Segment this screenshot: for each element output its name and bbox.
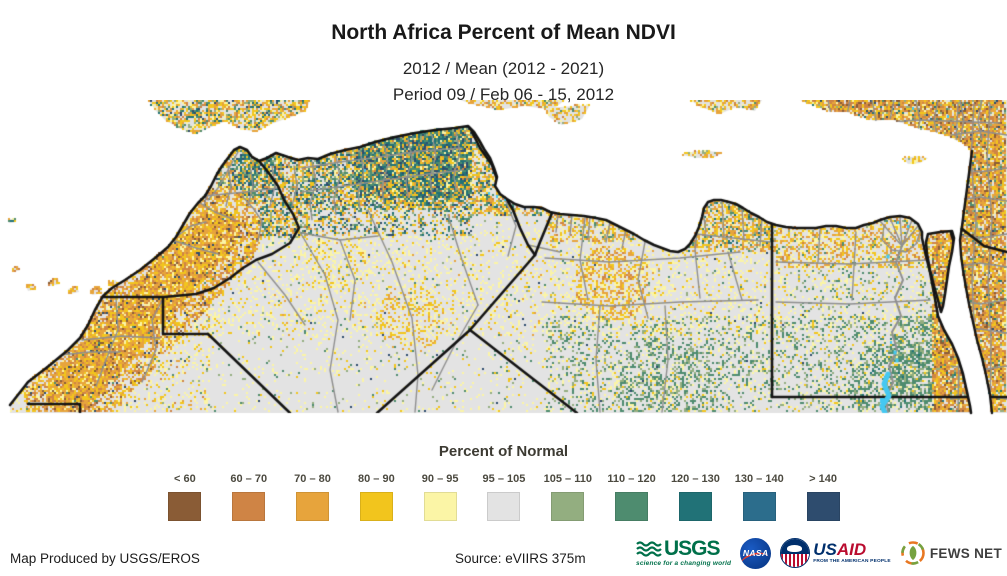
nasa-logo: NASA — [740, 537, 772, 569]
usgs-wordmark: USGS — [664, 537, 721, 561]
legend-item: 70 – 80 — [281, 473, 345, 521]
legend-item: 80 – 90 — [344, 473, 408, 521]
legend-class-label: 95 – 105 — [482, 473, 526, 485]
legend-item: 105 – 110 — [536, 473, 600, 521]
logo-strip: USGS science for a changing world NASA U… — [636, 534, 1002, 572]
legend-class-label: 90 – 95 — [421, 473, 459, 485]
fewsnet-wordmark: FEWS NET — [929, 545, 1002, 561]
legend-swatch — [232, 492, 266, 521]
subtitle-period-ratio: 2012 / Mean (2012 - 2021) — [402, 59, 605, 78]
legend-class-label: 80 – 90 — [357, 473, 395, 485]
usgs-logo: USGS science for a changing world — [636, 537, 732, 567]
legend-class-label: 70 – 80 — [294, 473, 331, 485]
fewsnet-globe-icon — [901, 541, 925, 565]
legend-swatch — [551, 492, 585, 521]
nasa-wordmark: NASA — [742, 548, 769, 558]
legend-item: 95 – 105 — [472, 473, 536, 521]
usaid-wordmark-us: US — [813, 540, 837, 560]
usgs-tagline: science for a changing world — [636, 559, 732, 567]
legend-swatch — [806, 492, 840, 521]
usaid-tagline: FROM THE AMERICAN PEOPLE — [813, 558, 891, 564]
legend-swatch — [359, 492, 393, 521]
legend-item: 120 – 130 — [664, 473, 728, 521]
legend-swatch — [615, 492, 649, 521]
fewsnet-logo: FEWS NET — [900, 540, 1002, 566]
credit-text: Map Produced by USGS/EROS — [10, 551, 200, 566]
legend-item: 60 – 70 — [217, 473, 281, 521]
legend-swatch — [487, 492, 521, 521]
legend-class-label: 130 – 140 — [734, 473, 784, 485]
subtitle-period-dates: Period 09 / Feb 06 - 15, 2012 — [392, 85, 615, 104]
page-title: North Africa Percent of Mean NDVI — [331, 21, 676, 44]
legend-class-label: 105 – 110 — [543, 473, 592, 485]
legend-class-label: 120 – 130 — [670, 473, 720, 485]
source-text: Source: eVIIRS 375m — [455, 551, 586, 566]
legend-class-label: < 60 — [174, 473, 196, 485]
legend-swatch — [678, 492, 712, 521]
usaid-wordmark: USAID — [813, 541, 891, 558]
legend-item: 110 – 120 — [600, 473, 664, 521]
legend-class-label: 110 – 120 — [607, 473, 656, 485]
legend-swatch — [296, 492, 330, 521]
usaid-seal-icon — [780, 538, 811, 568]
legend-item: 90 – 95 — [408, 473, 472, 521]
legend-item: > 140 — [791, 473, 855, 521]
usgs-wave-icon — [636, 541, 662, 557]
legend-swatch — [742, 492, 776, 521]
legend-item: 130 – 140 — [727, 473, 791, 521]
ndvi-map-canvas — [0, 100, 1007, 416]
legend-swatch — [168, 492, 202, 521]
legend-class-label: > 140 — [809, 473, 837, 485]
usaid-wordmark-aid: AID — [836, 540, 867, 560]
usaid-logo: USAID FROM THE AMERICAN PEOPLE — [780, 538, 891, 568]
legend-row: < 60 60 – 70 70 – 80 80 – 90 90 – 95 95 – 105… — [153, 473, 855, 521]
legend-title: Percent of Normal — [438, 443, 569, 460]
legend-swatch — [423, 492, 457, 521]
legend-item: < 60 — [153, 473, 217, 521]
legend-class-label: 60 – 70 — [230, 473, 268, 485]
